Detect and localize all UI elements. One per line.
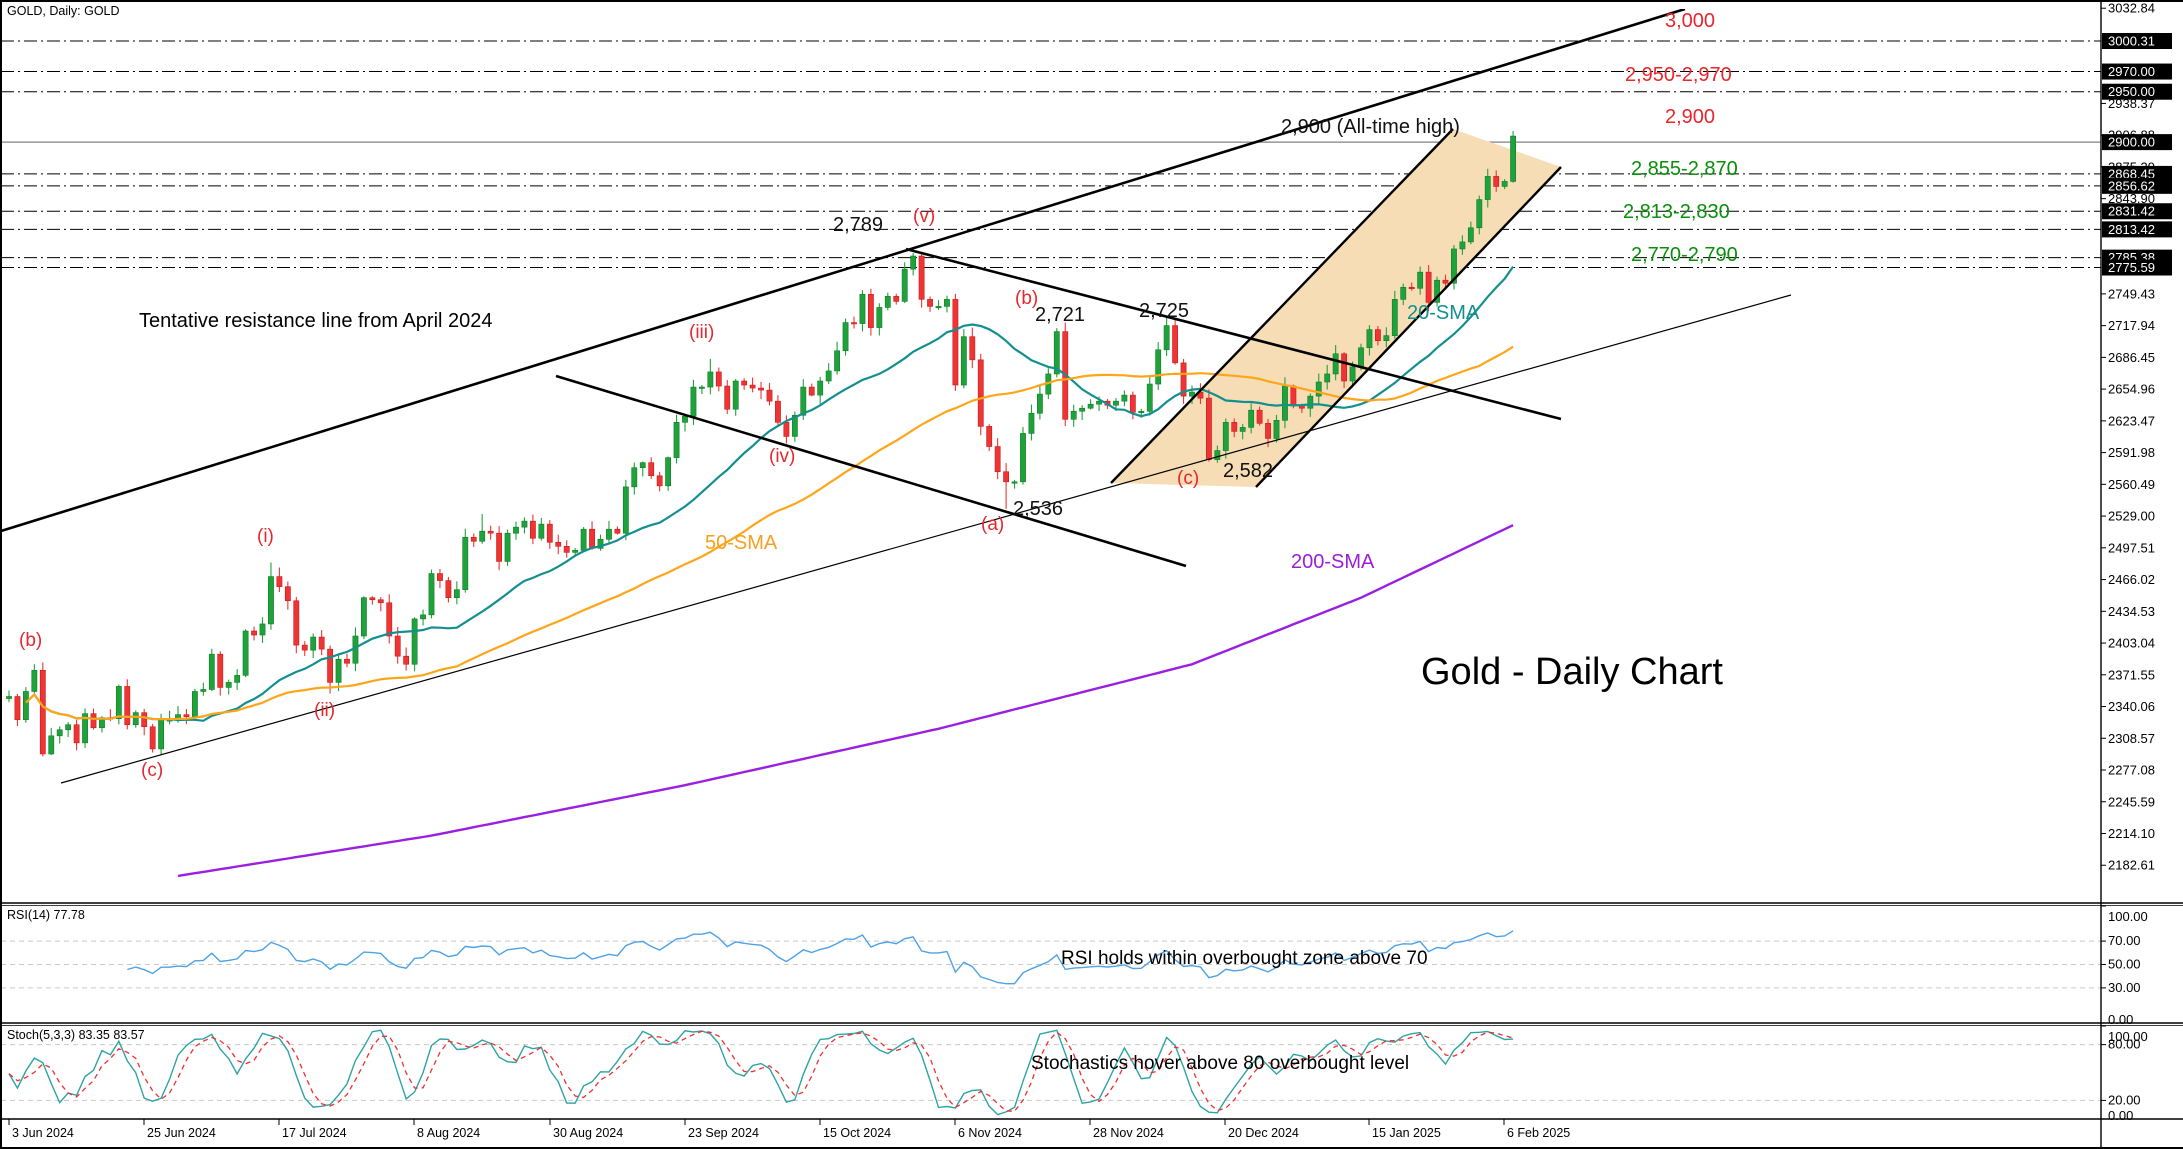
price-annotation: 2,536	[1013, 499, 1063, 520]
price-badge-value: 2970.00	[2108, 64, 2155, 79]
price-annotation: 2,789	[833, 215, 883, 236]
date-tick-label: 3 Jun 2024	[12, 1126, 74, 1140]
wave-label: (v)	[913, 207, 935, 227]
date-tick-label: 15 Jan 2025	[1372, 1126, 1441, 1140]
support-level-label: 2,855-2,870	[1631, 159, 1738, 180]
text-annotation: Tentative resistance line from April 202…	[139, 311, 493, 332]
price-tick: 2182.61	[2108, 858, 2155, 873]
date-tick-label: 6 Nov 2024	[958, 1126, 1022, 1140]
price-badge-value: 2950.00	[2108, 84, 2155, 99]
price-tick: 2403.04	[2108, 636, 2155, 651]
price-annotation: 2,725	[1139, 301, 1189, 322]
stoch-indicator-label: Stoch(5,3,3) 83.35 83.57	[7, 1028, 145, 1042]
price-tick: 2277.08	[2108, 763, 2155, 778]
price-tick: 2245.59	[2108, 794, 2155, 809]
price-tick: 2654.96	[2108, 382, 2155, 397]
price-axis: 3032.842938.372906.882875.392843.902749.…	[2101, 1, 2172, 1123]
date-tick-label: 15 Oct 2024	[823, 1126, 891, 1140]
price-badge-value: 3000.31	[2108, 33, 2155, 48]
resistance-level-label: 2,950-2,970	[1625, 65, 1732, 86]
date-tick-label: 25 Jun 2024	[147, 1126, 216, 1140]
price-tick: 2497.51	[2108, 540, 2155, 555]
price-tick: 2686.45	[2108, 350, 2155, 365]
price-badge-value: 2856.62	[2108, 178, 2155, 193]
price-tick: 2371.55	[2108, 667, 2155, 682]
wave-label: (i)	[257, 527, 274, 547]
oscillator-tick: 0.00	[2108, 1012, 2133, 1027]
date-tick-label: 8 Aug 2024	[417, 1126, 480, 1140]
oscillator-tick: 100.00	[2108, 909, 2148, 924]
rsi-annotation: RSI holds within overbought zone above 7…	[1061, 949, 1428, 969]
oscillator-tick: 80.00	[2108, 1037, 2141, 1052]
date-tick-label: 28 Nov 2024	[1093, 1126, 1164, 1140]
price-tick: 2434.53	[2108, 604, 2155, 619]
resistance-level-label: 2,900	[1665, 107, 1715, 128]
oscillator-tick: 50.00	[2108, 957, 2141, 972]
sma-label: 20-SMA	[1407, 303, 1479, 324]
price-tick: 2749.43	[2108, 286, 2155, 301]
price-tick: 3032.84	[2108, 1, 2155, 16]
price-tick: 2340.06	[2108, 699, 2155, 714]
date-tick-label: 6 Feb 2025	[1507, 1126, 1570, 1140]
sma-200-line	[178, 525, 1513, 876]
price-tick: 2560.49	[2108, 477, 2155, 492]
oscillator-tick: 30.00	[2108, 980, 2141, 995]
date-axis: 3 Jun 2024 25 Jun 2024 17 Jul 2024 8 Aug 20…	[9, 1119, 1570, 1140]
wave-label: (b)	[19, 631, 42, 651]
oscillator-tick: 20.00	[2108, 1092, 2141, 1107]
price-annotation: 2,582	[1223, 461, 1273, 482]
wave-label: (c)	[141, 761, 163, 781]
resistance-level-label: 3,000	[1665, 11, 1715, 32]
price-badge-value: 2831.42	[2108, 204, 2155, 219]
wave-label: (a)	[981, 515, 1004, 535]
wave-label: (iii)	[689, 323, 714, 343]
price-badge-value: 2900.00	[2108, 135, 2155, 150]
stoch-annotation: Stochastics hover above 80 overbought le…	[1031, 1054, 1409, 1074]
price-tick: 2717.94	[2108, 318, 2155, 333]
oscillator-tick: 0.00	[2108, 1108, 2133, 1123]
price-annotation: 2,900 (All-time high)	[1281, 117, 1460, 138]
price-tick: 2214.10	[2108, 826, 2155, 841]
price-tick: 2623.47	[2108, 413, 2155, 428]
sma-label: 50-SMA	[705, 533, 777, 554]
support-level-label: 2,813-2,830	[1623, 202, 1730, 223]
date-tick-label: 30 Aug 2024	[553, 1126, 623, 1140]
price-tick: 2591.98	[2108, 445, 2155, 460]
support-level-label: 2,770-2,790	[1631, 245, 1738, 266]
date-tick-label: 20 Dec 2024	[1228, 1126, 1299, 1140]
oscillator-tick: 70.00	[2108, 933, 2141, 948]
price-annotation: 2,721	[1035, 305, 1085, 326]
price-tick: 2529.00	[2108, 509, 2155, 524]
wave-label: (ii)	[314, 701, 335, 721]
chart-header-title: GOLD, Daily: GOLD	[7, 4, 120, 18]
price-badge-value: 2813.42	[2108, 222, 2155, 237]
price-badge-value: 2775.59	[2108, 260, 2155, 275]
price-tick: 2466.02	[2108, 572, 2155, 587]
rsi-panel	[1, 931, 2101, 988]
wave-label: (c)	[1177, 469, 1199, 489]
text-annotation: Gold - Daily Chart	[1421, 653, 1723, 693]
sma-label: 200-SMA	[1291, 552, 1374, 573]
wave-label: (iv)	[769, 447, 795, 467]
price-tick: 2308.57	[2108, 731, 2155, 746]
rsi-indicator-label: RSI(14) 77.78	[7, 908, 85, 922]
main-panel[interactable]	[1, 9, 2101, 876]
date-tick-label: 23 Sep 2024	[688, 1126, 759, 1140]
date-tick-label: 17 Jul 2024	[282, 1126, 347, 1140]
